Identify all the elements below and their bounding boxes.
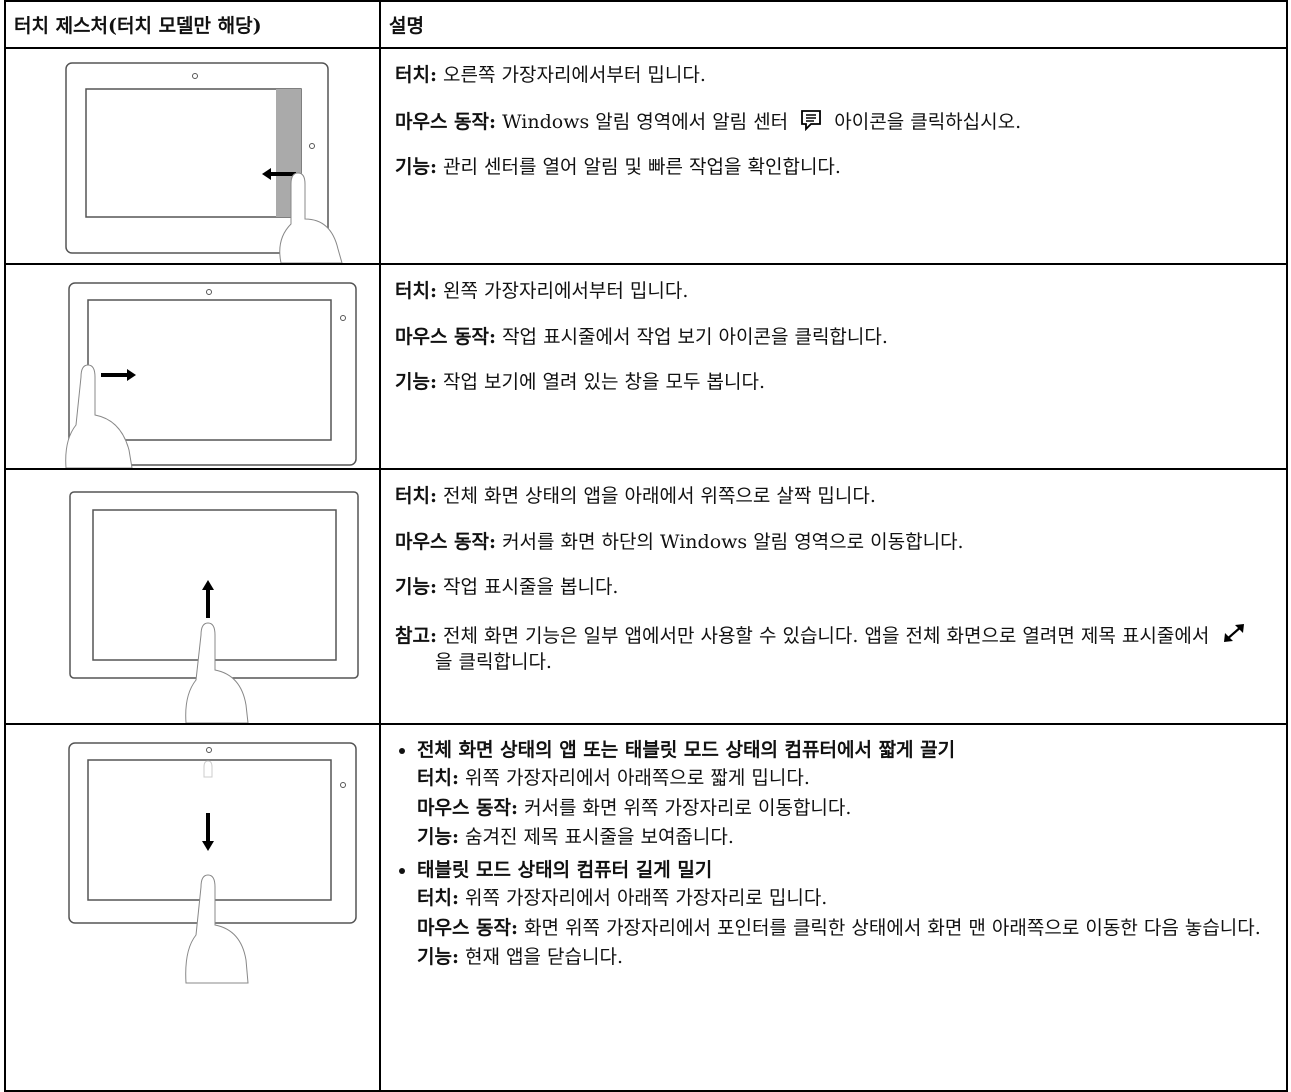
description-item: 마우스 동작: 커서를 화면 하단의 Windows 알림 영역으로 이동합니다…: [395, 530, 1272, 556]
illustration: [69, 491, 359, 723]
description-item: 마우스 동작: Windows 알림 영역에서 알림 센터 아이콘을 클릭하십시…: [395, 109, 1272, 136]
description-cell: 전체 화면 상태의 앱 또는 태블릿 모드 상태의 컴퓨터에서 짧게 끌기터치:…: [379, 723, 1288, 1092]
illustration: [65, 62, 343, 263]
table-row: 터치: 왼쪽 가장자리에서부터 밉니다. 마우스 동작: 작업 표시줄에서 작업 …: [4, 263, 1288, 470]
illustration: [68, 742, 357, 984]
description-item: 터치: 전체 화면 상태의 앱을 아래에서 위쪽으로 살짝 밉니다.: [395, 484, 1272, 510]
item-text: 화면 위쪽 가장자리에서 포인터를 클릭한 상태에서 화면 맨 아래쪽으로 이동…: [524, 916, 1261, 939]
item-label: 기능:: [395, 576, 437, 599]
item-text: 아이콘을 클릭하십시오.: [834, 110, 1022, 133]
item-label: 터치:: [395, 64, 437, 86]
item-label: 터치:: [417, 887, 459, 910]
group-heading: 태블릿 모드 상태의 컴퓨터 길게 밀기: [417, 859, 713, 882]
gesture-table: 터치 제스처(터치 모델만 해당) 설명 터치: 오른쪽 가장자리에서부터 밉니…: [4, 0, 1288, 1092]
description-item: 참고: 전체 화면 기능은 일부 앱에서만 사용할 수 있습니다. 앱을 전체 …: [395, 621, 1272, 675]
notification-icon: [801, 109, 822, 131]
item-label: 기능:: [417, 826, 459, 849]
description-item: 터치: 오른쪽 가장자리에서부터 밉니다.: [395, 63, 1272, 89]
item-text: 왼쪽 가장자리에서부터 밉니다.: [443, 280, 689, 302]
item-text: 현재 앱을 닫습니다.: [465, 946, 623, 969]
gesture-cell: [4, 47, 381, 265]
resize-icon: [1224, 623, 1245, 642]
description-cell: 터치: 오른쪽 가장자리에서부터 밉니다. 마우스 동작: Windows 알림 …: [379, 47, 1288, 265]
item-label: 참고:: [395, 624, 437, 647]
item-text: 커서를 화면 위쪽 가장자리로 이동합니다.: [524, 796, 852, 819]
item-label: 터치:: [395, 280, 437, 302]
item-text: 을 클릭합니다.: [435, 650, 552, 673]
description-item: 기능: 작업 보기에 열려 있는 창을 모두 봅니다.: [395, 370, 1272, 396]
item-label: 마우스 동작:: [395, 530, 497, 553]
item-text: 작업 표시줄을 봅니다.: [443, 576, 619, 599]
description-item: 기능: 현재 앱을 닫습니다.: [417, 945, 1272, 970]
item-text: 숨겨진 제목 표시줄을 보여줍니다.: [465, 826, 734, 849]
item-text: 작업 보기에 열려 있는 창을 모두 봅니다.: [443, 371, 765, 394]
header-cell: 설명: [379, 0, 1288, 49]
description-item: 터치: 위쪽 가장자리에서 아래쪽 가장자리로 밉니다.: [417, 886, 1272, 911]
item-text: 커서를 화면 하단의 Windows 알림 영역으로 이동합니다.: [502, 530, 964, 553]
header-cell: 터치 제스처(터치 모델만 해당): [4, 0, 381, 49]
description-item: 마우스 동작: 작업 표시줄에서 작업 보기 아이콘을 클릭합니다.: [395, 325, 1272, 351]
item-text: 작업 표시줄에서 작업 보기 아이콘을 클릭합니다.: [502, 325, 888, 348]
item-text: 오른쪽 가장자리에서부터 밉니다.: [443, 64, 706, 86]
description-item: 마우스 동작: 화면 위쪽 가장자리에서 포인터를 클릭한 상태에서 화면 맨 …: [417, 916, 1272, 941]
item-text: 관리 센터를 열어 알림 및 빠른 작업을 확인합니다.: [443, 156, 841, 179]
description-item: 기능: 숨겨진 제목 표시줄을 보여줍니다.: [417, 825, 1272, 850]
item-label: 기능:: [395, 156, 437, 179]
item-text: 전체 화면 상태의 앱을 아래에서 위쪽으로 살짝 밉니다.: [443, 485, 876, 507]
description-item: 터치: 위쪽 가장자리에서 아래쪽으로 짧게 밉니다.: [417, 766, 1272, 791]
item-label: 마우스 동작:: [395, 325, 497, 348]
item-text: 위쪽 가장자리에서 아래쪽 가장자리로 밉니다.: [465, 887, 828, 910]
description-item: 기능: 관리 센터를 열어 알림 및 빠른 작업을 확인합니다.: [395, 155, 1272, 181]
gesture-group: 전체 화면 상태의 앱 또는 태블릿 모드 상태의 컴퓨터에서 짧게 끌기터치:…: [417, 735, 1272, 850]
item-label: 터치:: [395, 485, 437, 507]
description-item: 마우스 동작: 커서를 화면 위쪽 가장자리로 이동합니다.: [417, 796, 1272, 821]
description-cell: 터치: 왼쪽 가장자리에서부터 밉니다. 마우스 동작: 작업 표시줄에서 작업 …: [379, 263, 1288, 470]
item-text: Windows 알림 영역에서 알림 센터: [502, 110, 789, 133]
table-row: 터치: 전체 화면 상태의 앱을 아래에서 위쪽으로 살짝 밉니다. 마우스 동작…: [4, 468, 1288, 725]
item-label: 기능:: [395, 371, 437, 394]
gesture-list: 전체 화면 상태의 앱 또는 태블릿 모드 상태의 컴퓨터에서 짧게 끌기터치:…: [395, 735, 1272, 970]
item-label: 기능:: [417, 946, 459, 969]
item-label: 터치:: [417, 767, 459, 789]
gesture-cell: [4, 723, 381, 1092]
group-heading: 전체 화면 상태의 앱 또는 태블릿 모드 상태의 컴퓨터에서 짧게 끌기: [417, 739, 956, 761]
gesture-cell: [4, 263, 381, 470]
description-item: 터치: 왼쪽 가장자리에서부터 밉니다.: [395, 279, 1272, 305]
table-row: 전체 화면 상태의 앱 또는 태블릿 모드 상태의 컴퓨터에서 짧게 끌기터치:…: [4, 723, 1288, 1092]
table-row: 터치: 오른쪽 가장자리에서부터 밉니다. 마우스 동작: Windows 알림 …: [4, 47, 1288, 265]
description-item: 기능: 작업 표시줄을 봅니다.: [395, 575, 1272, 601]
item-label: 마우스 동작:: [417, 796, 519, 819]
description-cell: 터치: 전체 화면 상태의 앱을 아래에서 위쪽으로 살짝 밉니다. 마우스 동작…: [379, 468, 1288, 725]
illustration: [65, 282, 357, 468]
gesture-cell: [4, 468, 381, 725]
item-text: 위쪽 가장자리에서 아래쪽으로 짧게 밉니다.: [465, 767, 810, 789]
item-label: 마우스 동작:: [395, 110, 497, 133]
item-text: 전체 화면 기능은 일부 앱에서만 사용할 수 있습니다. 앱을 전체 화면으로…: [443, 624, 1210, 647]
item-label: 마우스 동작:: [417, 916, 519, 939]
